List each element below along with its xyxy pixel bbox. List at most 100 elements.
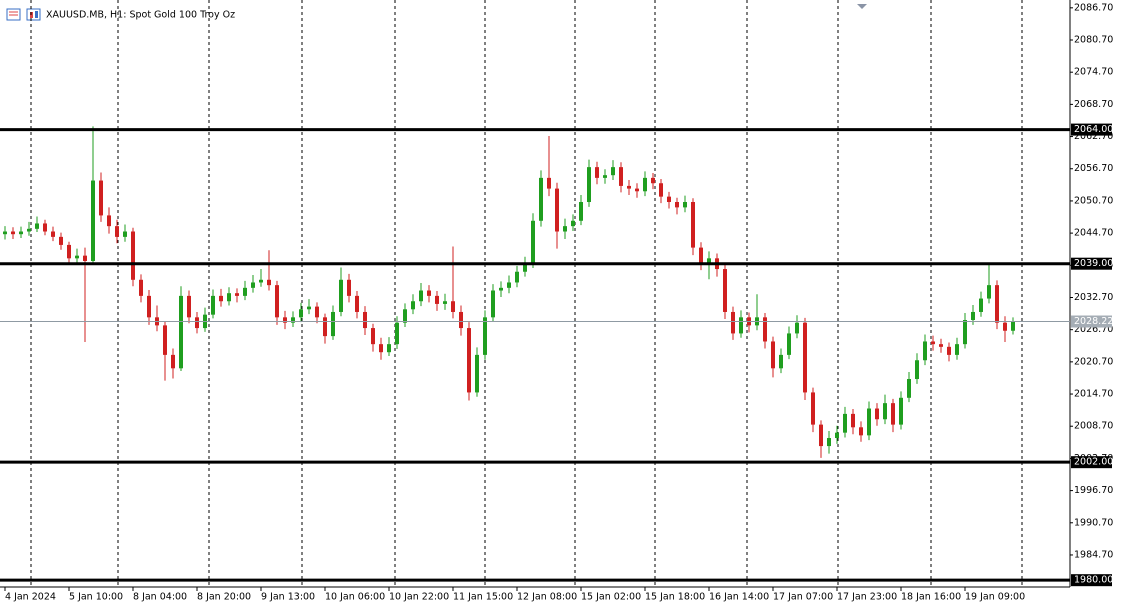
candle-body — [475, 354, 479, 393]
candle-body — [523, 263, 527, 272]
level-label: 2002.00 — [1074, 457, 1113, 468]
candle-body — [675, 202, 679, 208]
candle-body — [83, 255, 87, 262]
candle-body — [347, 279, 351, 296]
candle-body — [211, 295, 215, 315]
y-tick-label: 2050.70 — [1074, 195, 1113, 206]
level-label: 1980.00 — [1074, 575, 1113, 586]
candle-body — [19, 231, 23, 235]
y-tick-label: 2086.70 — [1074, 2, 1113, 13]
y-tick-label: 2056.70 — [1074, 163, 1113, 174]
candle-body — [195, 317, 199, 329]
candle-body — [387, 344, 391, 353]
candle-body — [171, 354, 175, 369]
candle-body — [875, 408, 879, 420]
candle-body — [499, 287, 503, 291]
candle-body — [459, 311, 463, 329]
candle-body — [515, 271, 519, 283]
candle-body — [419, 290, 423, 302]
candle-body — [659, 183, 663, 197]
candle-body — [627, 185, 631, 189]
candle-body — [251, 282, 255, 288]
candle-body — [267, 279, 271, 286]
level-box — [1071, 123, 1112, 136]
y-tick-label: 2020.70 — [1074, 356, 1113, 367]
y-tick-label: 2032.70 — [1074, 292, 1113, 303]
y-tick-label: 2008.70 — [1074, 421, 1113, 432]
candle-body — [739, 317, 743, 334]
candle-body — [931, 341, 935, 345]
candle-body — [947, 346, 951, 355]
x-tick-label: 17 Jan 23:00 — [837, 592, 897, 603]
candle-body — [283, 317, 287, 323]
candle-body — [163, 325, 167, 355]
candle-body — [971, 311, 975, 321]
x-tick-label: 16 Jan 14:00 — [709, 592, 769, 603]
candle-body — [843, 413, 847, 433]
chart-title: XAUUSD.MB, H1: Spot Gold 100 Troy Oz — [46, 10, 235, 21]
candle-body — [11, 231, 15, 235]
x-tick-label: 17 Jan 07:00 — [773, 592, 833, 603]
candle-body — [179, 295, 183, 369]
candle-body — [539, 177, 543, 221]
candle-body — [363, 311, 367, 329]
x-tick-label: 4 Jan 2024 — [5, 592, 56, 603]
candle-body — [291, 317, 295, 323]
candle-body — [43, 223, 47, 232]
candle-body — [643, 177, 647, 192]
candle-body — [371, 328, 375, 345]
candle-body — [411, 301, 415, 310]
candle-body — [547, 177, 551, 189]
candle-body — [563, 226, 567, 232]
y-tick-label: 2044.70 — [1074, 228, 1113, 239]
y-tick-label: 1990.70 — [1074, 517, 1113, 528]
candle-body — [899, 397, 903, 425]
x-tick-label: 18 Jan 16:00 — [901, 592, 961, 603]
candle-body — [939, 344, 943, 347]
candle-body — [355, 295, 359, 312]
x-tick-label: 10 Jan 22:00 — [389, 592, 449, 603]
candle-body — [99, 180, 103, 216]
candle-body — [403, 309, 407, 323]
candle-body — [867, 408, 871, 436]
level-box — [1071, 257, 1112, 270]
candle-body — [147, 295, 151, 318]
candle-body — [115, 226, 119, 237]
candle-body — [603, 175, 607, 178]
candle-body — [139, 279, 143, 296]
candle-body — [859, 427, 863, 436]
candle-body — [779, 354, 783, 369]
candle-body — [819, 424, 823, 447]
candle-body — [467, 328, 471, 393]
candle-body — [771, 341, 775, 369]
candle-body — [811, 392, 815, 425]
candle-body — [27, 228, 31, 232]
candle-body — [219, 295, 223, 302]
candle-body — [531, 220, 535, 264]
candle-body — [883, 403, 887, 420]
candle-body — [235, 293, 239, 296]
candle-body — [963, 320, 967, 345]
candle-body — [299, 309, 303, 318]
candle-body — [323, 317, 327, 337]
candle-body — [339, 279, 343, 312]
candle-body — [787, 333, 791, 355]
candle-body — [67, 244, 71, 259]
candle-body — [595, 167, 599, 178]
icon-bar — [35, 11, 38, 18]
candle-body — [923, 341, 927, 361]
candle-body — [507, 282, 511, 288]
x-tick-label: 15 Jan 18:00 — [645, 592, 705, 603]
candle-body — [667, 196, 671, 203]
x-tick-label: 8 Jan 20:00 — [197, 592, 251, 603]
candle-body — [51, 231, 55, 237]
candle-body — [395, 322, 399, 345]
candle-body — [483, 317, 487, 355]
candle-body — [683, 202, 687, 208]
candle-body — [35, 223, 39, 229]
y-tick-label: 1996.70 — [1074, 485, 1113, 496]
candle-body — [995, 285, 999, 323]
candle-body — [379, 344, 383, 353]
candle-body — [795, 322, 799, 334]
